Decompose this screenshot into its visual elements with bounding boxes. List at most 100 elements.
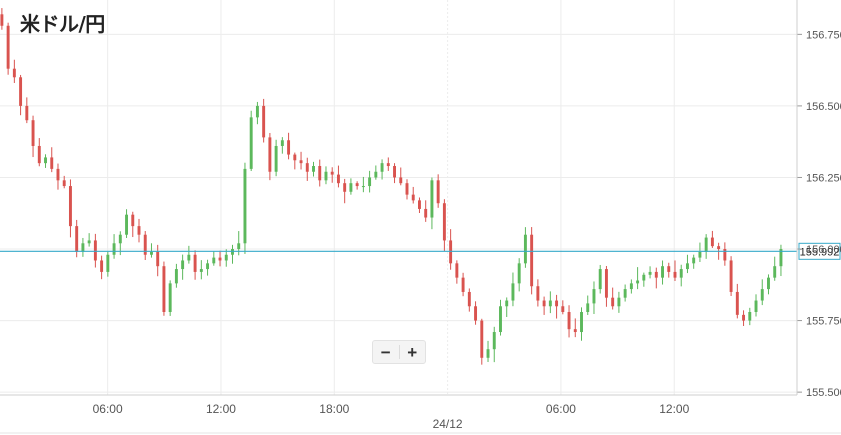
y-axis: 156.750 156.500 156.250 156.000 155.750 155.5… bbox=[796, 0, 841, 399]
candle-body bbox=[567, 311, 571, 330]
candle-body bbox=[511, 283, 515, 301]
candle-body bbox=[150, 251, 153, 255]
candle-body bbox=[536, 286, 540, 301]
candle-body bbox=[112, 243, 116, 255]
candle-body bbox=[704, 237, 708, 252]
candle-body bbox=[673, 271, 677, 278]
candle-body bbox=[592, 289, 596, 304]
candle-body bbox=[287, 140, 291, 155]
candle-body bbox=[629, 283, 633, 290]
candle-body bbox=[455, 263, 459, 278]
candle-body bbox=[393, 166, 396, 178]
candle-body bbox=[305, 163, 309, 172]
candle-body bbox=[168, 283, 172, 312]
candle-body bbox=[312, 166, 315, 172]
candle-body bbox=[0, 14, 4, 26]
zoom-in-button[interactable]: + bbox=[407, 342, 418, 362]
current-price-tag bbox=[798, 242, 841, 260]
x-tick-label: 12:00 bbox=[659, 402, 689, 416]
candle-body bbox=[174, 269, 178, 284]
candle-body bbox=[424, 208, 428, 218]
candle-body bbox=[661, 266, 664, 278]
candle-body bbox=[280, 140, 284, 146]
candle-body bbox=[368, 177, 372, 187]
x-tick-label: 06:00 bbox=[546, 402, 576, 416]
candle-body bbox=[461, 277, 465, 292]
candle-body bbox=[573, 329, 577, 333]
candle-body bbox=[137, 226, 141, 235]
candle-body bbox=[193, 254, 197, 272]
candle-body bbox=[100, 260, 104, 272]
candle-body bbox=[604, 269, 608, 298]
candle-body bbox=[729, 260, 733, 292]
candle-body bbox=[75, 226, 79, 252]
candles bbox=[0, 8, 783, 365]
candle-body bbox=[343, 183, 347, 192]
candle-body bbox=[742, 314, 746, 321]
candle-body bbox=[19, 77, 23, 106]
candle-body bbox=[31, 120, 35, 146]
candle-body bbox=[349, 183, 353, 192]
y-tick-label: 155.500 bbox=[806, 387, 841, 399]
candle-body bbox=[517, 263, 521, 284]
candle-body bbox=[68, 186, 72, 227]
candle-body bbox=[667, 266, 671, 272]
x-axis: 06:00 12:00 18:00 24/12 06:00 12:00 bbox=[0, 394, 841, 434]
candle-body bbox=[249, 117, 253, 169]
candle-body bbox=[561, 306, 565, 312]
candle-body bbox=[748, 311, 752, 321]
candle-body bbox=[87, 240, 91, 244]
candle-body bbox=[523, 234, 527, 264]
candle-body bbox=[380, 163, 384, 172]
candle-body bbox=[474, 306, 478, 321]
candle-body bbox=[505, 300, 509, 307]
candle-body bbox=[25, 105, 29, 121]
candle-body bbox=[480, 320, 484, 358]
candle-body bbox=[56, 168, 60, 181]
x-tick-label: 06:00 bbox=[93, 402, 123, 416]
candle-body bbox=[386, 163, 390, 167]
x-tick-label: 12:00 bbox=[206, 402, 236, 416]
candle-body bbox=[636, 280, 640, 284]
candle-body bbox=[293, 154, 297, 161]
candle-body bbox=[642, 274, 646, 281]
x-tick-label: 18:00 bbox=[319, 402, 349, 416]
candle-body bbox=[206, 263, 210, 270]
candle-body bbox=[93, 240, 97, 261]
y-tick-label: 156.750 bbox=[806, 29, 841, 41]
grid-lines bbox=[0, 0, 797, 395]
candle-body bbox=[81, 243, 85, 252]
candle-body bbox=[143, 234, 147, 255]
candle-body bbox=[125, 214, 129, 235]
y-tick-label: 156.250 bbox=[806, 172, 841, 184]
candle-body bbox=[648, 271, 652, 275]
candle-body bbox=[499, 306, 502, 333]
candle-body bbox=[779, 249, 783, 267]
candle-body bbox=[530, 234, 534, 287]
candle-body bbox=[118, 234, 122, 244]
y-tick-label: 155.750 bbox=[806, 316, 841, 328]
candle-body bbox=[654, 271, 658, 278]
y-tick-label: 156.000 bbox=[806, 244, 841, 256]
candle-body bbox=[12, 68, 16, 78]
candle-body bbox=[262, 105, 266, 138]
candle-body bbox=[218, 257, 222, 261]
candle-body bbox=[274, 145, 278, 172]
candle-body bbox=[692, 257, 696, 264]
candle-body bbox=[405, 183, 409, 195]
candle-body bbox=[717, 246, 721, 250]
candle-body bbox=[542, 300, 546, 307]
candle-body bbox=[442, 203, 446, 241]
candle-body bbox=[131, 214, 135, 227]
candle-body bbox=[617, 297, 621, 307]
candle-body bbox=[243, 168, 247, 244]
candle-body bbox=[106, 254, 110, 272]
candle-body bbox=[436, 180, 440, 204]
candle-body bbox=[580, 311, 583, 333]
zoom-out-button[interactable]: − bbox=[380, 342, 391, 362]
chart-title: 米ドル/円 bbox=[20, 12, 105, 36]
current-price-line: 155.992 bbox=[0, 242, 841, 260]
candle-body bbox=[156, 251, 160, 267]
candle-body bbox=[224, 254, 228, 261]
candle-body bbox=[50, 157, 54, 169]
